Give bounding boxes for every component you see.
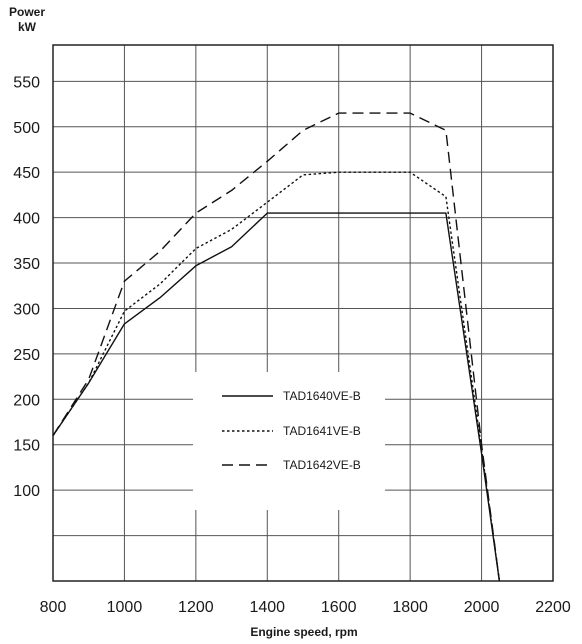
- x-axis-title: Engine speed, rpm: [250, 625, 357, 639]
- legend-label-tad1641ve-b: TAD1641VE-B: [283, 424, 361, 438]
- plot-frame: [52, 44, 554, 582]
- y-tick-labels: 100 150 200 250 300 350 400 450 500 550: [13, 74, 40, 500]
- x-tick-labels: 800 1000 1200 1400 1600 1800 2000 2200: [40, 599, 571, 616]
- x-tick-label: 1400: [249, 599, 285, 616]
- legend-label-tad1640ve-b: TAD1640VE-B: [283, 389, 361, 403]
- x-tick-label: 1000: [107, 599, 143, 616]
- y-tick-label: 100: [13, 483, 40, 500]
- y-tick-label: 450: [13, 165, 40, 182]
- y-tick-label: 400: [13, 211, 40, 228]
- series-line-tad1642ve-b: [52, 112, 501, 582]
- legend-background: [193, 372, 385, 510]
- y-tick-label: 300: [13, 301, 40, 318]
- y-tick-label: 250: [13, 347, 40, 364]
- x-tick-label: 2200: [535, 599, 571, 616]
- x-tick-label: 800: [40, 599, 67, 616]
- series-line-tad1640ve-b: [52, 212, 501, 582]
- y-axis-title-unit: kW: [18, 20, 37, 34]
- x-tick-label: 2000: [464, 599, 500, 616]
- x-tick-label: 1800: [392, 599, 428, 616]
- series-lines: [52, 112, 501, 582]
- series-line-tad1641ve-b: [52, 171, 501, 582]
- legend: TAD1640VE-B TAD1641VE-B TAD1642VE-B: [222, 389, 361, 472]
- legend-box: [193, 372, 385, 510]
- x-tick-label: 1200: [178, 599, 214, 616]
- y-tick-label: 550: [13, 74, 40, 91]
- y-tick-label: 350: [13, 256, 40, 273]
- y-tick-label: 150: [13, 438, 40, 455]
- y-tick-label: 200: [13, 392, 40, 409]
- x-tick-label: 1600: [321, 599, 357, 616]
- y-axis-title-power: Power: [9, 5, 45, 19]
- legend-label-tad1642ve-b: TAD1642VE-B: [283, 458, 361, 472]
- y-tick-label: 500: [13, 120, 40, 137]
